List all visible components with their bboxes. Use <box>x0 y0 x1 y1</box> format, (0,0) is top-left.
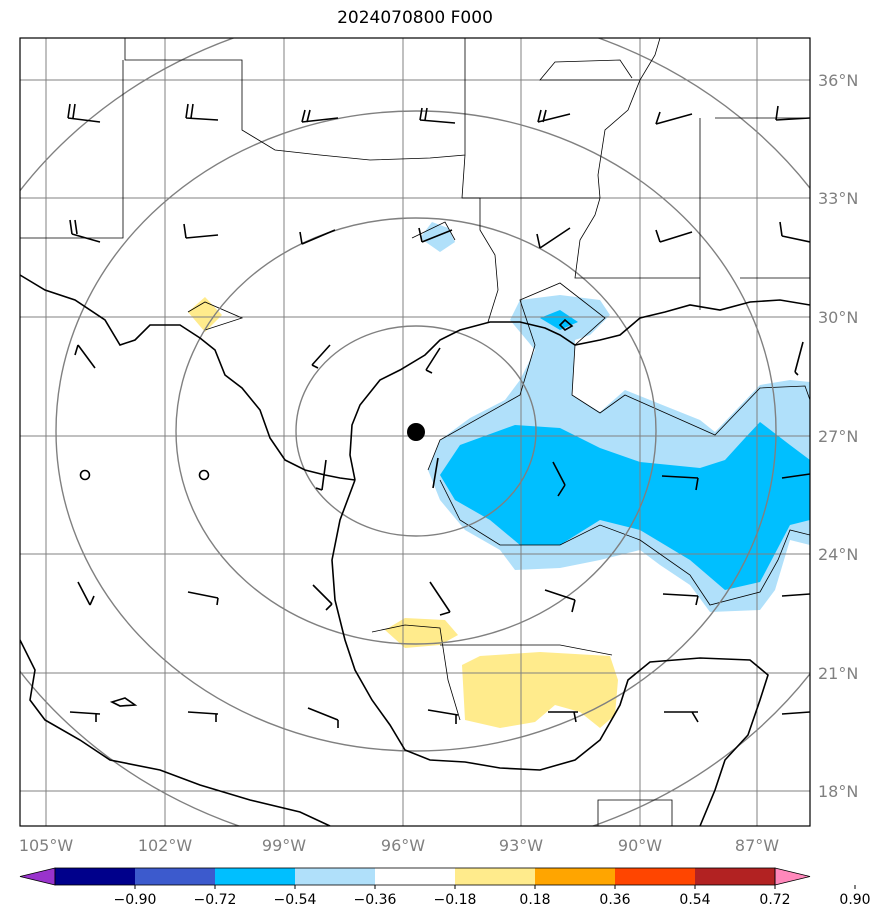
lat-tick-label: 24°N <box>818 545 858 564</box>
colorbar-bin <box>375 868 455 885</box>
colorbar-bin <box>215 868 295 885</box>
colorbar-tick-label: 0.54 <box>679 892 710 908</box>
calm-wind-circle <box>198 469 210 481</box>
colorbar-bin <box>55 868 135 885</box>
colorbar-bin <box>535 868 615 885</box>
colorbar-tick-label: −0.18 <box>434 892 477 908</box>
calm-wind-circle <box>79 469 91 481</box>
range-rings <box>20 38 810 826</box>
field-negative-strong <box>440 310 810 590</box>
colorbar-bin <box>295 868 375 885</box>
map-border <box>19 37 811 827</box>
colorbar-extend-low <box>19 867 56 886</box>
colorbar-extend-high <box>774 867 811 886</box>
colorbar-tick-label: 0.18 <box>519 892 550 908</box>
lon-tick-label: 99°W <box>262 836 306 855</box>
lon-tick-label: 96°W <box>381 836 425 855</box>
colorbar-tick-label: −0.72 <box>194 892 237 908</box>
lat-axis: 36°N 33°N 30°N 27°N 24°N 21°N 18°N <box>818 71 858 801</box>
wind-barbs <box>67 103 810 728</box>
colorbar-bin <box>135 868 215 885</box>
lon-tick-label: 102°W <box>138 836 193 855</box>
colorbar-tick-label: −0.90 <box>114 892 157 908</box>
colorbar-tick-label: −0.54 <box>274 892 317 908</box>
state-boundaries <box>20 38 810 826</box>
coastline <box>20 274 810 826</box>
lon-tick-label: 93°W <box>499 836 543 855</box>
lon-axis: 105°W 102°W 99°W 96°W 93°W 90°W 87°W <box>19 836 779 855</box>
lat-tick-label: 30°N <box>818 308 858 327</box>
lat-tick-label: 33°N <box>818 189 858 208</box>
colorbar: −0.90 −0.72 −0.54 −0.36 −0.18 0.18 0.36 0.54 0.7… <box>19 867 871 908</box>
colorbar-tick-label: 0.36 <box>599 892 630 908</box>
center-marker <box>407 423 425 441</box>
colorbar-tick-label: −0.36 <box>354 892 397 908</box>
lat-tick-label: 18°N <box>818 782 858 801</box>
map-title: 2024070800 F000 <box>337 8 493 28</box>
lon-tick-label: 87°W <box>735 836 779 855</box>
colorbar-bin <box>615 868 695 885</box>
colorbar-bin <box>695 868 775 885</box>
colorbar-tick-label: 0.72 <box>759 892 790 908</box>
colorbar-tick-label: 0.90 <box>839 892 870 908</box>
lon-tick-label: 105°W <box>19 836 74 855</box>
lon-tick-label: 90°W <box>618 836 662 855</box>
colorbar-bin <box>455 868 535 885</box>
lat-tick-label: 36°N <box>818 71 858 90</box>
lat-tick-label: 21°N <box>818 664 858 683</box>
colorbar-outline <box>54 867 776 886</box>
lat-tick-label: 27°N <box>818 427 858 446</box>
